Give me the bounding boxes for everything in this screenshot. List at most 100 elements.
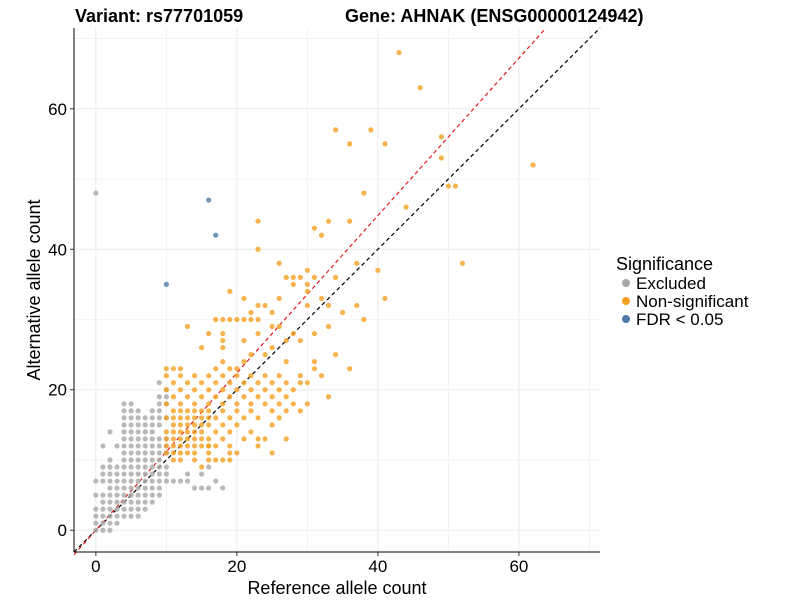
data-point (220, 457, 226, 463)
data-point (184, 450, 191, 456)
data-point (128, 499, 134, 505)
data-point (304, 302, 310, 309)
data-point (156, 380, 162, 386)
data-point (107, 527, 113, 533)
data-point (213, 394, 219, 400)
data-point (304, 380, 310, 386)
data-point (100, 506, 106, 512)
data-point (213, 429, 219, 435)
data-point (163, 394, 169, 400)
data-point (403, 204, 409, 210)
data-point (213, 316, 219, 323)
data-point (121, 436, 127, 442)
data-point (156, 471, 162, 477)
data-point (135, 478, 141, 484)
data-point (128, 450, 134, 456)
data-point (107, 471, 113, 477)
data-point (163, 401, 169, 407)
data-point (269, 408, 275, 414)
data-point (206, 401, 212, 407)
data-point (248, 387, 254, 393)
data-point (149, 450, 155, 456)
data-point (149, 429, 155, 435)
data-point (128, 422, 134, 428)
data-point (396, 49, 402, 56)
data-point (114, 492, 120, 498)
data-point (318, 295, 325, 302)
data-point (128, 471, 134, 477)
data-point (93, 520, 99, 526)
data-point (100, 527, 106, 533)
data-point (156, 485, 162, 491)
data-point (347, 141, 353, 147)
data-point (340, 309, 346, 316)
data-point (156, 401, 162, 407)
data-point (220, 387, 226, 393)
data-point (156, 450, 162, 456)
data-point (114, 485, 120, 491)
data-point (199, 408, 205, 414)
data-point (213, 478, 219, 484)
data-point (170, 422, 177, 428)
data-point (149, 464, 155, 470)
data-point (269, 394, 275, 400)
data-point (142, 422, 148, 428)
data-point (199, 380, 205, 386)
data-point (241, 380, 247, 386)
data-point (276, 260, 282, 266)
data-point (135, 450, 141, 456)
data-point (177, 457, 184, 463)
data-point (297, 274, 303, 280)
data-point (255, 394, 261, 400)
legend-key (622, 279, 630, 287)
data-point (100, 513, 106, 519)
data-point (318, 373, 325, 379)
data-point (206, 450, 212, 456)
data-point (149, 408, 155, 414)
data-point (318, 232, 325, 238)
data-point (297, 380, 303, 386)
data-point (184, 422, 191, 428)
data-point (156, 436, 162, 442)
data-point (241, 415, 247, 421)
data-point (93, 190, 99, 196)
data-point (177, 408, 184, 414)
data-point (149, 485, 155, 491)
data-point (220, 436, 226, 442)
data-point (227, 366, 233, 372)
chart-title-variant: Variant: rs77701059 (75, 6, 243, 26)
data-point (93, 506, 99, 512)
legend-label: Non-significant (636, 292, 749, 311)
data-point (332, 274, 339, 280)
data-point (177, 387, 184, 393)
data-point (255, 218, 261, 224)
data-point (177, 415, 184, 421)
data-point (184, 394, 191, 400)
data-point (128, 513, 134, 519)
data-point (325, 323, 332, 330)
data-point (191, 373, 198, 379)
data-point (255, 436, 261, 442)
data-point (156, 478, 162, 484)
data-point (269, 323, 275, 330)
data-point (107, 485, 113, 491)
data-point (163, 464, 169, 470)
data-point (325, 218, 332, 224)
data-point (438, 155, 444, 161)
data-point (107, 478, 113, 484)
data-point (269, 380, 275, 386)
data-point (248, 373, 254, 379)
data-point (227, 415, 233, 421)
data-point (220, 359, 226, 365)
data-point (255, 443, 261, 449)
data-point (142, 478, 148, 484)
data-point (135, 464, 141, 470)
data-point (121, 485, 127, 491)
data-point (290, 401, 296, 407)
data-point (121, 471, 127, 477)
data-point (184, 380, 191, 386)
data-point (93, 527, 99, 533)
data-point (220, 422, 226, 428)
data-point (262, 387, 268, 393)
data-point (248, 429, 254, 435)
